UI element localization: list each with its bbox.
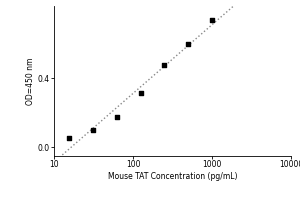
Point <box>210 19 214 22</box>
Y-axis label: OD=450 nm: OD=450 nm <box>26 57 35 105</box>
Point <box>91 129 95 132</box>
Point <box>115 115 119 118</box>
Point <box>186 43 190 46</box>
Point <box>162 63 167 67</box>
Point <box>67 137 72 140</box>
X-axis label: Mouse TAT Concentration (pg/mL): Mouse TAT Concentration (pg/mL) <box>108 172 237 181</box>
Point <box>138 91 143 94</box>
